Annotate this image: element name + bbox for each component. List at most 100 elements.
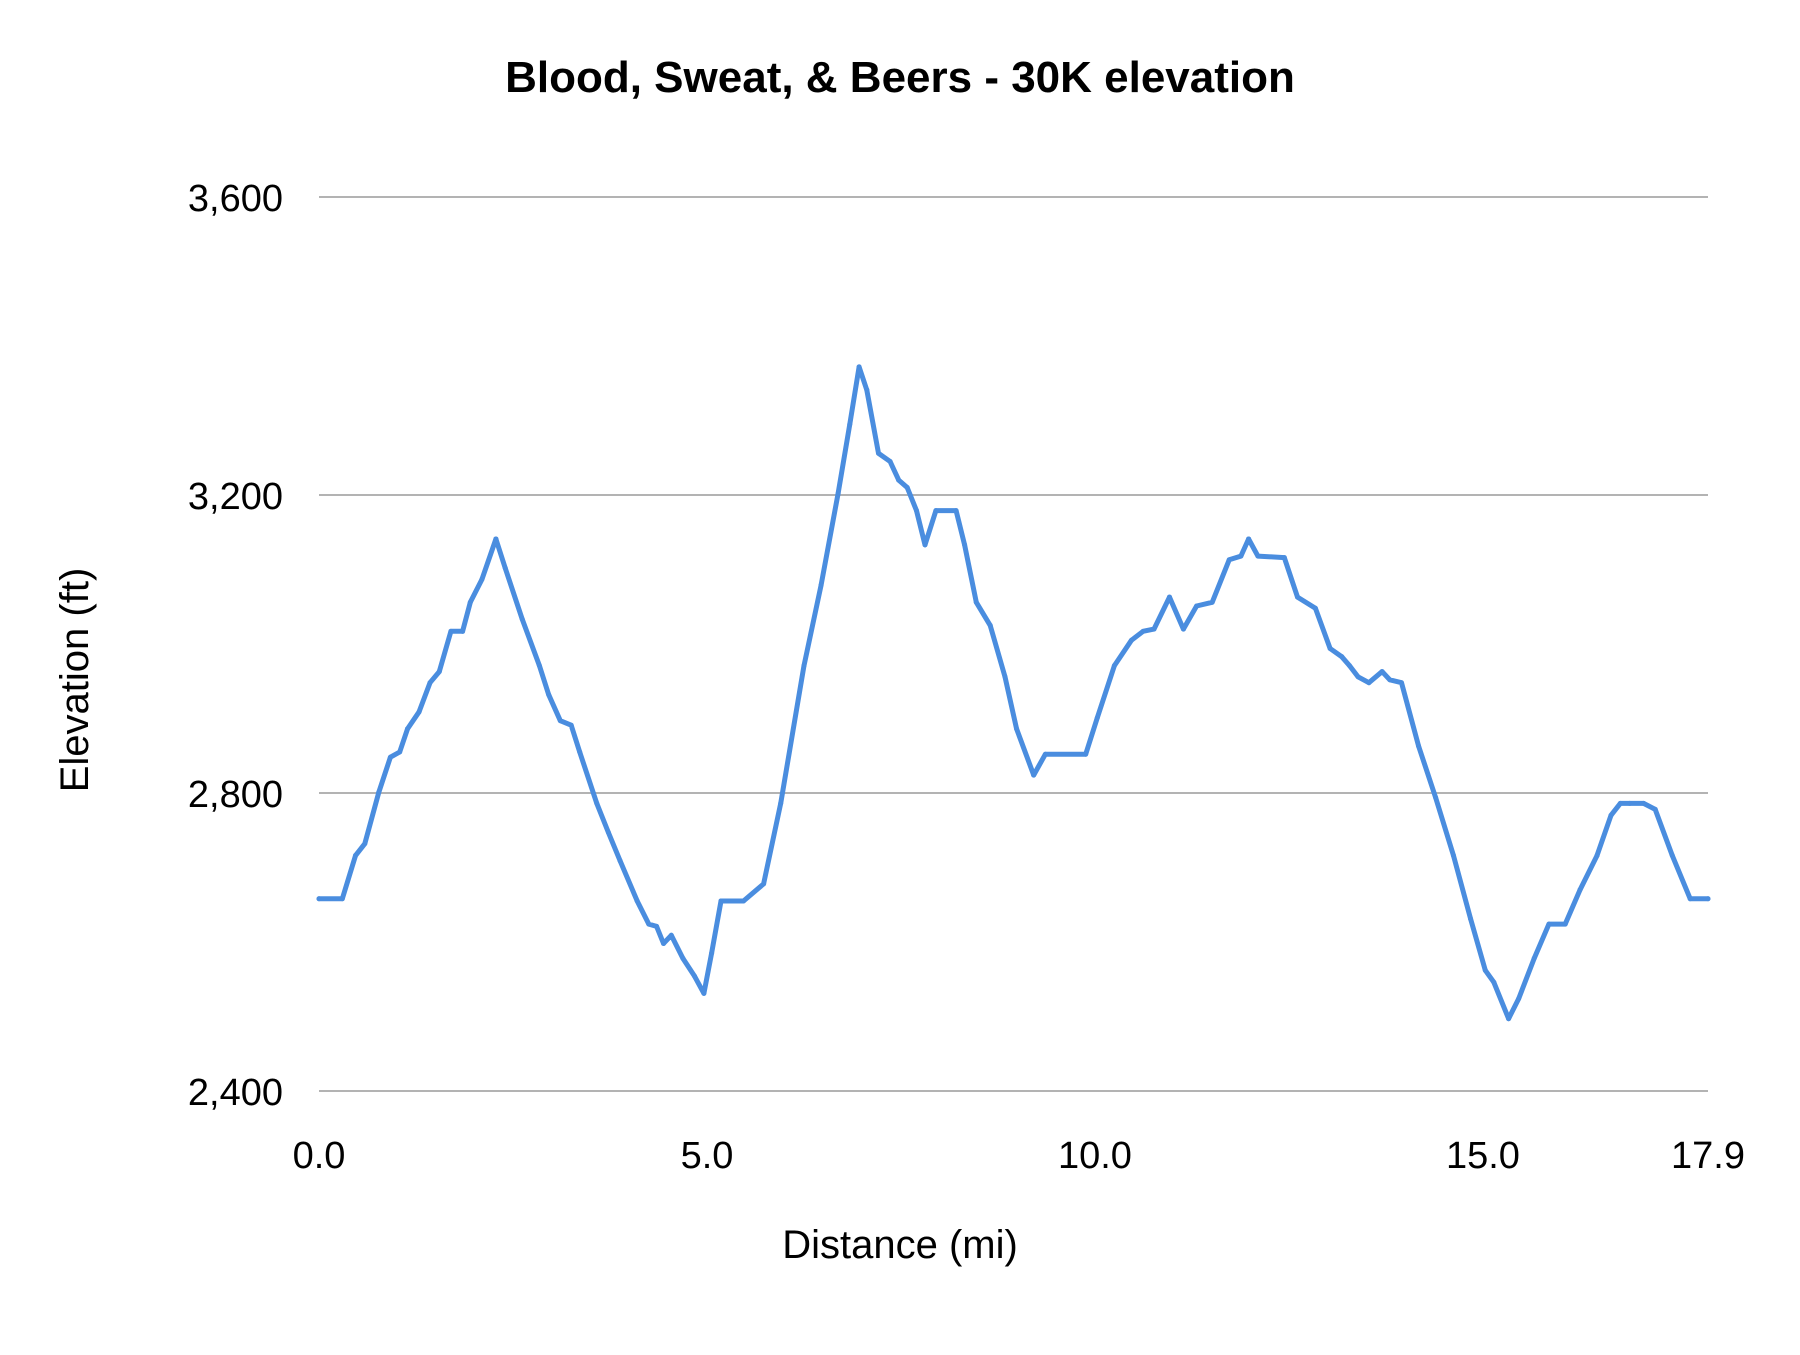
x-tick-labels: 0.0 5.0 10.0 15.0 17.9 <box>293 1135 1745 1177</box>
data-point <box>1416 743 1422 749</box>
data-point <box>577 749 583 755</box>
data-point <box>1641 800 1647 806</box>
data-point <box>376 789 382 795</box>
data-point <box>502 565 508 571</box>
data-point <box>536 663 542 669</box>
x-tick-label: 10.0 <box>1058 1135 1132 1177</box>
data-point <box>701 990 707 996</box>
data-point <box>1031 772 1037 778</box>
data-point <box>896 477 902 483</box>
data-point <box>387 754 393 760</box>
data-point <box>953 508 959 514</box>
data-point <box>617 858 623 864</box>
data-point <box>904 485 910 491</box>
data-point <box>1669 853 1675 859</box>
data-point <box>1468 916 1474 922</box>
data-point <box>1491 979 1497 985</box>
data-point <box>1180 626 1186 632</box>
data-point <box>887 458 893 464</box>
data-point <box>1652 806 1658 812</box>
data-point <box>1627 800 1633 806</box>
data-point <box>818 582 824 588</box>
data-point <box>467 599 473 605</box>
x-tick-label: 0.0 <box>293 1135 346 1177</box>
gridlines <box>319 196 1708 1092</box>
data-point <box>1398 680 1404 686</box>
data-point <box>1002 674 1008 680</box>
data-point <box>761 881 767 887</box>
data-point <box>1295 594 1301 600</box>
x-tick-label: 15.0 <box>1446 1135 1520 1177</box>
data-point <box>1506 1016 1512 1022</box>
data-point <box>1255 553 1261 559</box>
data-point <box>778 800 784 806</box>
data-point <box>1094 715 1100 721</box>
data-point <box>1339 654 1345 660</box>
data-point <box>1433 794 1439 800</box>
data-point <box>316 896 322 902</box>
y-tick-labels: 2,400 2,800 3,200 3,600 <box>188 178 283 1114</box>
data-point <box>668 932 674 938</box>
data-point <box>1562 921 1568 927</box>
y-tick-label: 2,800 <box>188 774 283 816</box>
data-point <box>1111 663 1117 669</box>
data-point <box>568 722 574 728</box>
data-point <box>1366 680 1372 686</box>
data-point <box>962 542 968 548</box>
data-point <box>1608 812 1614 818</box>
data-point <box>460 628 466 634</box>
data-point <box>1209 599 1215 605</box>
data-point <box>692 973 698 979</box>
data-point <box>1238 553 1244 559</box>
chart-title: Blood, Sweat, & Beers - 30K elevation <box>505 53 1295 102</box>
data-point <box>718 898 724 904</box>
data-point <box>557 718 563 724</box>
data-point <box>1128 637 1134 643</box>
data-point <box>339 896 345 902</box>
data-point <box>1617 800 1623 806</box>
data-point <box>1151 626 1157 632</box>
data-point <box>605 829 611 835</box>
data-point <box>864 387 870 393</box>
data-point <box>416 709 422 715</box>
data-point <box>1246 536 1252 542</box>
data-point <box>1140 628 1146 634</box>
data-point <box>546 692 552 698</box>
data-point <box>1387 677 1393 683</box>
x-axis-label: Distance (mi) <box>782 1223 1018 1267</box>
data-point <box>1083 751 1089 757</box>
y-axis-label: Elevation (ft) <box>53 568 97 793</box>
data-point <box>856 364 862 370</box>
data-point <box>835 491 841 497</box>
data-point <box>922 542 928 548</box>
data-point <box>493 536 499 542</box>
data-point <box>1166 594 1172 600</box>
data-point <box>1194 603 1200 609</box>
data-point <box>1281 555 1287 561</box>
data-point <box>1516 996 1522 1002</box>
data-point <box>1226 557 1232 563</box>
data-point <box>479 576 485 582</box>
data-point <box>1705 896 1711 902</box>
data-point <box>933 508 939 514</box>
y-tick-label: 3,600 <box>188 178 283 220</box>
data-point <box>1546 921 1552 927</box>
data-point <box>634 898 640 904</box>
y-tick-label: 3,200 <box>188 476 283 518</box>
data-point <box>1355 674 1361 680</box>
data-point <box>448 628 454 634</box>
data-point <box>1042 751 1048 757</box>
x-tick-label: 17.9 <box>1671 1135 1745 1177</box>
data-point <box>1346 663 1352 669</box>
data-point <box>1379 669 1385 675</box>
data-point <box>352 853 358 859</box>
elevation-line <box>316 364 1711 1022</box>
data-point <box>404 726 410 732</box>
data-point <box>436 669 442 675</box>
data-point <box>987 622 993 628</box>
data-point <box>1577 887 1583 893</box>
data-point <box>362 841 368 847</box>
data-point <box>847 421 853 427</box>
data-point <box>1594 853 1600 859</box>
